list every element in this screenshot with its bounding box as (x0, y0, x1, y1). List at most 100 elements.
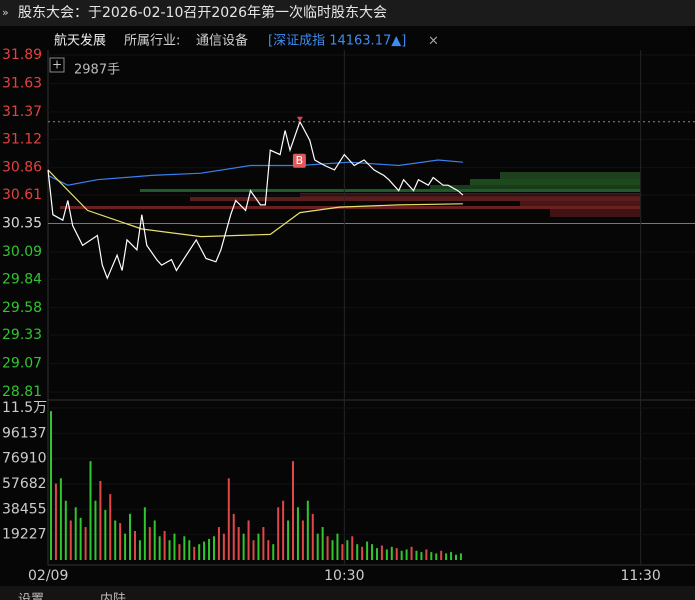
line-average (47, 169, 463, 238)
volume-bar (59, 478, 62, 560)
y-tick-label: 31.37 (2, 104, 42, 120)
volume-bar (395, 548, 398, 560)
x-tick-label: 10:30 (324, 568, 364, 584)
volume-tick-label: 19227 (2, 527, 47, 543)
volume-bar (321, 527, 324, 560)
volume-bar (64, 500, 67, 560)
close-button[interactable]: × (428, 34, 439, 49)
y-tick-label: 28.81 (2, 384, 42, 400)
volume-bar (104, 509, 107, 560)
volume-bar (257, 533, 260, 560)
volume-bar (326, 536, 329, 560)
volume-bar (212, 536, 215, 560)
volume-bar (420, 552, 423, 560)
volume-bar (425, 549, 428, 560)
volume-bar (84, 527, 87, 560)
volume-bar (217, 527, 220, 560)
volume-bar (148, 527, 151, 560)
volume-bar (316, 533, 319, 560)
x-tick-label: 02/09 (28, 568, 68, 584)
volume-bar (267, 540, 270, 560)
volume-bar (272, 544, 275, 560)
volume-bar (277, 507, 280, 560)
x-tick-label: 11:30 (620, 568, 660, 584)
volume-bar (173, 533, 176, 560)
volume-bar (247, 520, 250, 560)
volume-bar (138, 540, 141, 560)
volume-bar (109, 494, 112, 560)
volume-bar (440, 550, 443, 560)
volume-bar (89, 461, 92, 560)
expand-box[interactable] (49, 57, 65, 73)
volume-bar (124, 533, 127, 560)
volume-tick-label: 38455 (2, 501, 47, 517)
volume-bar (153, 520, 156, 560)
y-tick-label: 29.58 (2, 300, 42, 316)
volume-bar (183, 536, 186, 560)
y-tick-label: 29.84 (2, 271, 42, 287)
volume-bar (301, 520, 304, 560)
index-quote[interactable]: [深证成指 14163.17▲] (268, 34, 406, 49)
volume-bar (50, 411, 52, 560)
volume-bar (282, 500, 285, 560)
tab[interactable]: 设置 (18, 593, 44, 600)
volume-bar (163, 531, 166, 560)
volume-bar (366, 541, 369, 560)
stock-name[interactable]: 航天发展 (54, 33, 106, 49)
tab[interactable]: 内陆 (100, 592, 126, 600)
volume-bar (287, 520, 290, 560)
y-tick-label: 31.63 (2, 75, 42, 91)
volume-bar (331, 540, 334, 560)
high-marker (296, 116, 303, 122)
volume-tick-label: 76910 (2, 451, 47, 467)
volume-bar (410, 546, 413, 560)
buy-marker: B (296, 154, 304, 167)
volume-bar (252, 540, 255, 560)
volume-bar (400, 550, 403, 560)
volume-bar (361, 546, 364, 560)
volume-bar (94, 500, 97, 560)
y-tick-label: 30.61 (2, 187, 42, 203)
volume-bar (292, 461, 295, 560)
y-tick-label: 30.35 (2, 216, 42, 232)
volume-bar (346, 540, 349, 560)
volume-bar (208, 538, 211, 560)
volume-bar (129, 513, 132, 560)
volume-bar (341, 544, 344, 560)
volume-bar (454, 554, 457, 560)
volume-bar (158, 536, 161, 560)
volume-bar (445, 553, 448, 560)
y-tick-label: 30.09 (2, 244, 42, 260)
industry-label: 所属行业: (124, 34, 180, 49)
volume-bar (188, 540, 191, 560)
volume-bar (143, 507, 146, 560)
volume-bar (306, 500, 309, 560)
volume-bar (459, 553, 462, 560)
volume-bar (430, 552, 433, 560)
notice[interactable]: 股东大会：于2026-02-10召开2026年第一次临时股东大会 (18, 4, 387, 21)
y-tick-label: 29.33 (2, 327, 42, 343)
line-price (47, 120, 464, 280)
volume-bar (336, 533, 339, 560)
volume-bar (262, 527, 265, 560)
buy-marker-box (292, 153, 306, 168)
volume-bar (356, 544, 359, 560)
industry[interactable]: 通信设备 (196, 33, 248, 49)
volume-bar (311, 513, 314, 560)
volume-bar (375, 548, 378, 560)
volume-bar (203, 541, 206, 560)
volume-bar (79, 517, 82, 560)
volume-bar (119, 523, 122, 560)
expand-plus: + (52, 58, 62, 72)
volume-bar (415, 550, 418, 560)
tab-bar (0, 586, 695, 600)
volume-label: 2987手 (74, 63, 120, 78)
volume-bar (133, 531, 136, 560)
volume-tick-label: 57682 (2, 476, 47, 492)
volume-bar (222, 533, 225, 560)
volume-bar (232, 513, 235, 560)
volume-bar (99, 480, 102, 560)
volume-bar (69, 520, 72, 560)
